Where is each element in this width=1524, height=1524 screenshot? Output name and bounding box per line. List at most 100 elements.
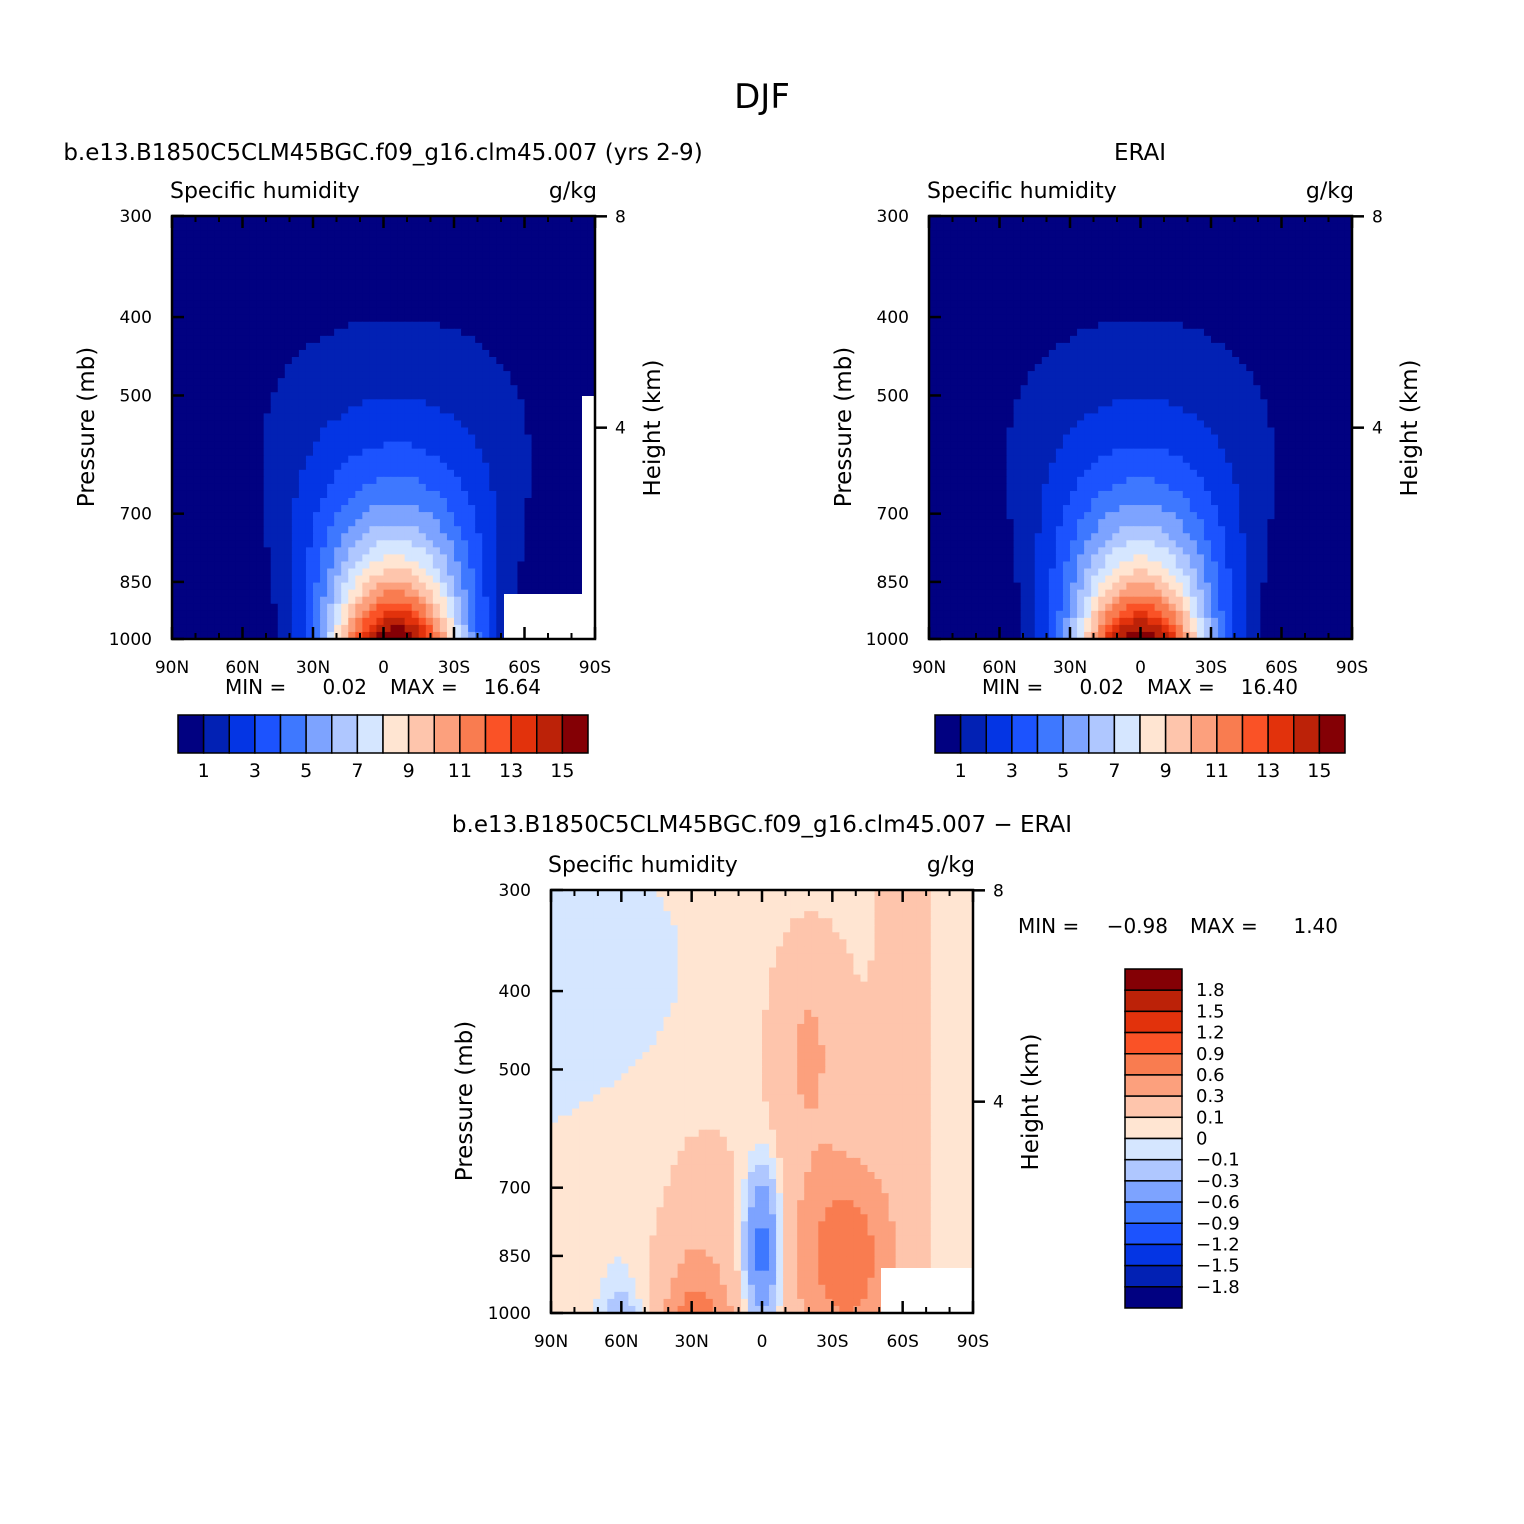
field-cell	[376, 469, 385, 478]
field-cell	[1330, 286, 1339, 295]
field-cell	[489, 364, 497, 372]
field-cell	[1140, 293, 1149, 302]
field-cell	[1288, 258, 1297, 266]
field-cell	[172, 631, 180, 640]
field-cell	[390, 244, 399, 252]
field-cell	[432, 223, 441, 231]
field-cell	[573, 293, 582, 302]
field-cell	[482, 272, 490, 281]
field-cell	[172, 265, 180, 273]
field-cell	[313, 307, 321, 316]
field-cell	[496, 378, 504, 386]
field-cell	[1344, 328, 1353, 337]
field-cell	[1055, 216, 1064, 224]
field-cell	[172, 455, 180, 464]
field-cell	[179, 434, 187, 443]
field-cell	[1330, 251, 1339, 259]
field-cell	[971, 230, 979, 238]
field-cell	[397, 540, 406, 548]
field-cell	[1147, 237, 1156, 245]
field-cell	[1309, 223, 1318, 231]
field-cell	[1295, 230, 1304, 238]
field-cell	[468, 216, 476, 224]
field-cell	[503, 448, 511, 457]
field-cell	[475, 554, 483, 563]
field-cell	[510, 349, 519, 358]
field-cell	[1274, 349, 1283, 358]
field-cell	[418, 251, 427, 259]
field-cell	[524, 342, 533, 351]
field-cell	[249, 342, 258, 351]
field-cell	[552, 230, 561, 238]
field-cell	[552, 364, 561, 372]
field-cell	[517, 547, 526, 555]
field-cell	[355, 582, 363, 591]
field-cell	[256, 476, 265, 485]
field-cell	[270, 420, 279, 429]
field-cell	[186, 547, 194, 555]
field-cell	[1260, 293, 1268, 302]
field-cell	[298, 314, 307, 323]
field-cell	[376, 582, 385, 591]
field-cell	[566, 476, 575, 485]
field-cell	[517, 526, 526, 534]
field-cell	[186, 399, 194, 407]
field-cell	[242, 399, 251, 407]
field-cell	[228, 427, 237, 436]
field-cell	[362, 251, 370, 259]
field-cell	[186, 335, 194, 344]
field-cell	[475, 307, 483, 316]
field-cell	[390, 406, 399, 414]
field-cell	[439, 251, 448, 259]
field-cell	[461, 300, 469, 309]
field-cell	[432, 631, 441, 640]
field-cell	[186, 498, 194, 506]
field-cell	[1344, 251, 1353, 259]
field-cell	[207, 385, 215, 393]
field-cell	[305, 455, 314, 464]
field-cell	[489, 575, 497, 584]
field-cell	[573, 462, 582, 471]
field-cell	[172, 406, 180, 414]
field-cell	[439, 420, 448, 429]
field-cell	[566, 505, 575, 513]
field-cell	[263, 406, 272, 414]
field-cell	[425, 328, 434, 337]
field-cell	[1239, 357, 1247, 365]
field-cell	[362, 357, 370, 365]
field-cell	[1225, 251, 1233, 259]
field-cell	[999, 272, 1008, 281]
field-cell	[454, 427, 462, 436]
field-cell	[432, 357, 441, 365]
field-cell	[186, 342, 194, 351]
field-cell	[1281, 251, 1290, 259]
field-cell	[1175, 216, 1184, 224]
field-cell	[390, 512, 399, 520]
field-cell	[482, 244, 490, 252]
field-cell	[475, 469, 483, 478]
field-cell	[172, 300, 180, 309]
field-cell	[1182, 349, 1191, 358]
field-cell	[228, 258, 237, 266]
field-cell	[1062, 293, 1071, 302]
field-cell	[270, 265, 279, 273]
field-cell	[461, 540, 469, 548]
field-cell	[249, 624, 258, 633]
field-cell	[468, 328, 476, 337]
field-cell	[284, 441, 293, 450]
field-cell	[425, 441, 434, 450]
field-cell	[489, 328, 497, 337]
field-cell	[369, 582, 378, 591]
field-cell	[256, 455, 265, 464]
field-cell	[291, 441, 300, 450]
y2-tick-label: 8	[615, 207, 626, 227]
field-cell	[985, 272, 994, 281]
field-cell	[172, 237, 180, 245]
field-cell	[1168, 279, 1177, 288]
field-cell	[418, 498, 427, 506]
field-cell	[1182, 342, 1191, 351]
field-cell	[475, 413, 483, 422]
field-cell	[418, 378, 427, 386]
field-cell	[411, 624, 420, 633]
field-cell	[1154, 335, 1163, 344]
